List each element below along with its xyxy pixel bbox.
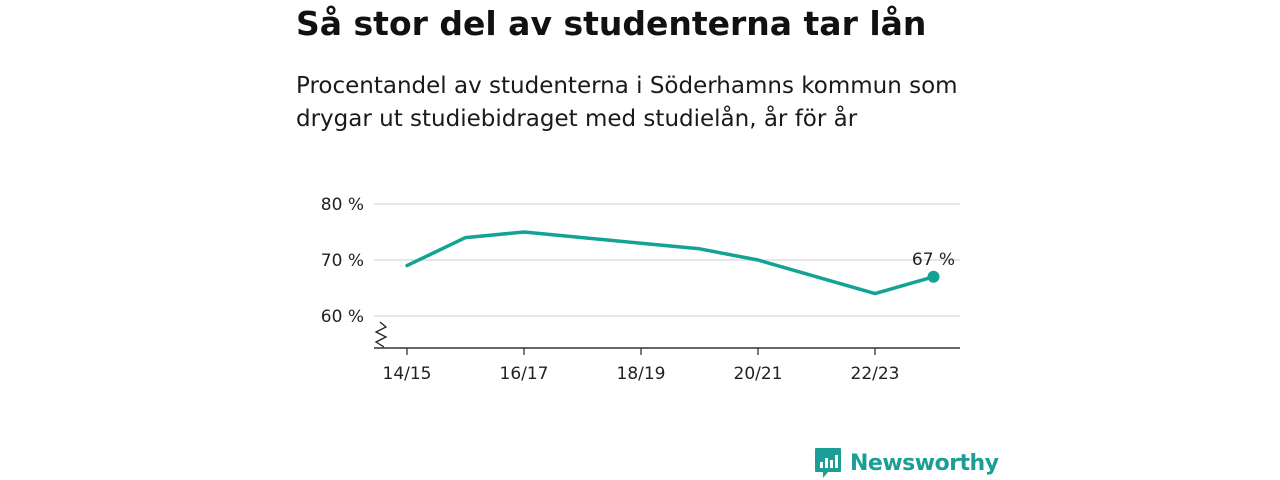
newsworthy-logo: Newsworthy: [814, 446, 999, 480]
x-tick-label-14-15: 14/15: [383, 364, 432, 384]
y-tick-label-70: 70 %: [321, 251, 364, 271]
chart-title: Så stor del av studenterna tar lån: [296, 4, 927, 43]
y-tick-label-80: 80 %: [321, 195, 364, 215]
y-tick-label-60: 60 %: [321, 307, 364, 327]
x-tick-label-16-17: 16/17: [500, 364, 549, 384]
last-point-marker: [927, 270, 940, 283]
newsworthy-logo-text: Newsworthy: [850, 450, 999, 476]
newsworthy-logo-icon: [815, 448, 841, 478]
chart-subtitle: Procentandel av studenterna i Söderhamns…: [296, 73, 958, 132]
y-axis-break-mark: [374, 321, 388, 348]
line-chart: 60 % 70 % 80 % 14/15 16/17 18/19 20/21 22/23 67 …: [321, 195, 960, 384]
x-tick-label-20-21: 20/21: [734, 364, 783, 384]
series-line: [405, 230, 936, 296]
x-tick-label-22-23: 22/23: [851, 364, 900, 384]
x-tick-label-18-19: 18/19: [617, 364, 666, 384]
last-point-label: 67 %: [912, 250, 955, 270]
